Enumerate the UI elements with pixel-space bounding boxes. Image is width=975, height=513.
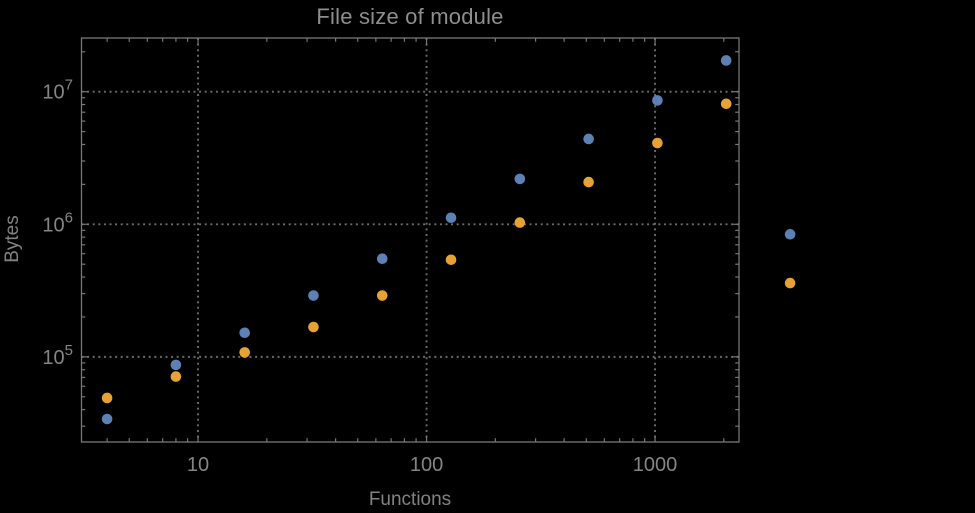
data-point-blue bbox=[376, 253, 388, 264]
chart-title: File size of module bbox=[316, 4, 504, 29]
data-point-orange bbox=[101, 392, 113, 404]
data-point-orange bbox=[583, 176, 594, 188]
data-point-orange bbox=[514, 217, 526, 228]
data-point-orange bbox=[239, 347, 250, 358]
data-point-blue bbox=[239, 327, 250, 339]
x-tick-label: 10 bbox=[187, 454, 209, 476]
data-point-orange bbox=[720, 98, 732, 110]
data-point-orange bbox=[652, 137, 663, 149]
plot-frame bbox=[80, 37, 740, 443]
x-tick-label: 100 bbox=[410, 454, 443, 476]
y-tick-label: 105 bbox=[42, 342, 73, 369]
y-tick-label: 107 bbox=[42, 77, 73, 104]
x-axis-label: Functions bbox=[368, 489, 452, 510]
y-axis-label: Bytes bbox=[2, 215, 23, 263]
data-point-blue bbox=[583, 133, 594, 145]
data-point-blue bbox=[170, 359, 182, 371]
data-point-blue bbox=[652, 95, 663, 106]
data-point-orange bbox=[170, 371, 182, 382]
data-point-blue bbox=[514, 173, 526, 185]
y-tick-label: 106 bbox=[42, 209, 73, 236]
data-point-blue bbox=[445, 212, 457, 224]
x-tick-label: 1000 bbox=[633, 454, 678, 476]
data-point-orange bbox=[376, 290, 388, 301]
data-point-orange bbox=[784, 277, 796, 289]
data-point-orange bbox=[308, 321, 319, 333]
data-point-blue bbox=[720, 55, 732, 66]
data-point-blue bbox=[101, 413, 113, 425]
data-point-blue bbox=[308, 290, 319, 301]
data-point-orange bbox=[445, 254, 457, 266]
data-point-blue bbox=[784, 229, 796, 240]
